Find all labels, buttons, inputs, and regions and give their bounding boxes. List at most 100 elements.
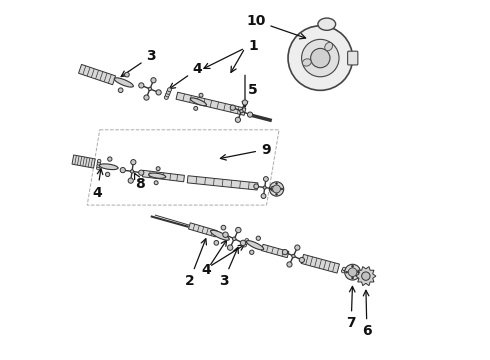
Text: 5: 5 — [247, 84, 257, 97]
Ellipse shape — [148, 173, 166, 178]
Circle shape — [130, 170, 134, 173]
Text: 7: 7 — [346, 286, 356, 330]
Circle shape — [299, 257, 304, 262]
Circle shape — [276, 183, 277, 184]
Circle shape — [244, 241, 247, 245]
Circle shape — [230, 105, 235, 110]
Text: 4: 4 — [201, 263, 211, 276]
Polygon shape — [356, 266, 376, 285]
Circle shape — [236, 227, 241, 233]
Circle shape — [232, 237, 236, 240]
Text: 1: 1 — [248, 39, 258, 53]
Text: 3: 3 — [121, 49, 156, 77]
Ellipse shape — [211, 230, 229, 240]
Circle shape — [311, 48, 330, 68]
Circle shape — [105, 172, 110, 176]
Circle shape — [227, 245, 233, 250]
Circle shape — [194, 107, 197, 111]
Circle shape — [344, 264, 361, 280]
Circle shape — [301, 39, 339, 77]
Circle shape — [249, 250, 254, 255]
Circle shape — [362, 272, 370, 280]
Ellipse shape — [114, 78, 133, 87]
Circle shape — [139, 83, 144, 88]
Circle shape — [346, 271, 347, 273]
Circle shape — [144, 95, 149, 100]
Ellipse shape — [325, 42, 333, 51]
Circle shape — [148, 87, 151, 91]
Circle shape — [358, 271, 360, 273]
Circle shape — [120, 167, 125, 173]
Circle shape — [242, 100, 247, 105]
Circle shape — [131, 159, 136, 165]
Circle shape — [254, 184, 259, 189]
Circle shape — [264, 177, 269, 181]
Circle shape — [165, 93, 170, 97]
Circle shape — [221, 225, 226, 230]
Circle shape — [288, 26, 353, 90]
Circle shape — [164, 95, 169, 99]
Circle shape — [98, 159, 101, 163]
Polygon shape — [301, 255, 340, 273]
Circle shape — [256, 236, 261, 240]
Circle shape — [245, 239, 248, 242]
Text: 8: 8 — [134, 174, 145, 191]
Circle shape — [223, 232, 228, 238]
Circle shape — [118, 88, 123, 93]
Circle shape — [168, 88, 172, 92]
Polygon shape — [261, 244, 289, 258]
Polygon shape — [72, 155, 95, 168]
Circle shape — [154, 181, 158, 185]
Polygon shape — [78, 64, 116, 85]
Circle shape — [271, 186, 276, 191]
Circle shape — [97, 164, 100, 167]
Circle shape — [247, 112, 253, 117]
Circle shape — [139, 170, 144, 175]
Circle shape — [272, 185, 280, 193]
Circle shape — [261, 194, 266, 198]
Text: 4: 4 — [170, 62, 202, 89]
Text: 6: 6 — [362, 290, 372, 338]
Circle shape — [156, 167, 160, 171]
Circle shape — [287, 262, 292, 267]
Circle shape — [352, 265, 353, 267]
Circle shape — [352, 277, 353, 279]
Text: 3: 3 — [219, 247, 238, 288]
Text: 2: 2 — [185, 239, 206, 288]
Circle shape — [282, 249, 288, 255]
Circle shape — [97, 162, 100, 165]
Circle shape — [276, 193, 277, 195]
Circle shape — [235, 117, 241, 122]
FancyBboxPatch shape — [347, 51, 358, 65]
Circle shape — [240, 109, 243, 113]
Circle shape — [240, 240, 245, 246]
Polygon shape — [176, 92, 246, 115]
Polygon shape — [187, 176, 258, 190]
Ellipse shape — [246, 240, 264, 250]
Circle shape — [124, 72, 129, 77]
Circle shape — [343, 267, 346, 271]
Circle shape — [348, 268, 357, 276]
Circle shape — [151, 78, 156, 83]
Circle shape — [108, 157, 112, 161]
Circle shape — [128, 178, 133, 183]
Circle shape — [214, 240, 219, 245]
Circle shape — [281, 188, 283, 190]
Ellipse shape — [302, 59, 311, 66]
Circle shape — [292, 255, 295, 258]
Circle shape — [295, 245, 300, 250]
Circle shape — [263, 186, 266, 189]
Ellipse shape — [99, 164, 118, 170]
Circle shape — [156, 90, 161, 95]
Circle shape — [270, 188, 272, 190]
Ellipse shape — [190, 98, 206, 106]
Circle shape — [167, 90, 171, 94]
Circle shape — [342, 269, 345, 273]
Text: 4: 4 — [93, 169, 103, 199]
Polygon shape — [143, 170, 184, 182]
Circle shape — [243, 243, 246, 247]
Circle shape — [97, 166, 100, 170]
Text: 9: 9 — [220, 143, 270, 160]
Ellipse shape — [318, 18, 336, 30]
Polygon shape — [189, 223, 217, 237]
